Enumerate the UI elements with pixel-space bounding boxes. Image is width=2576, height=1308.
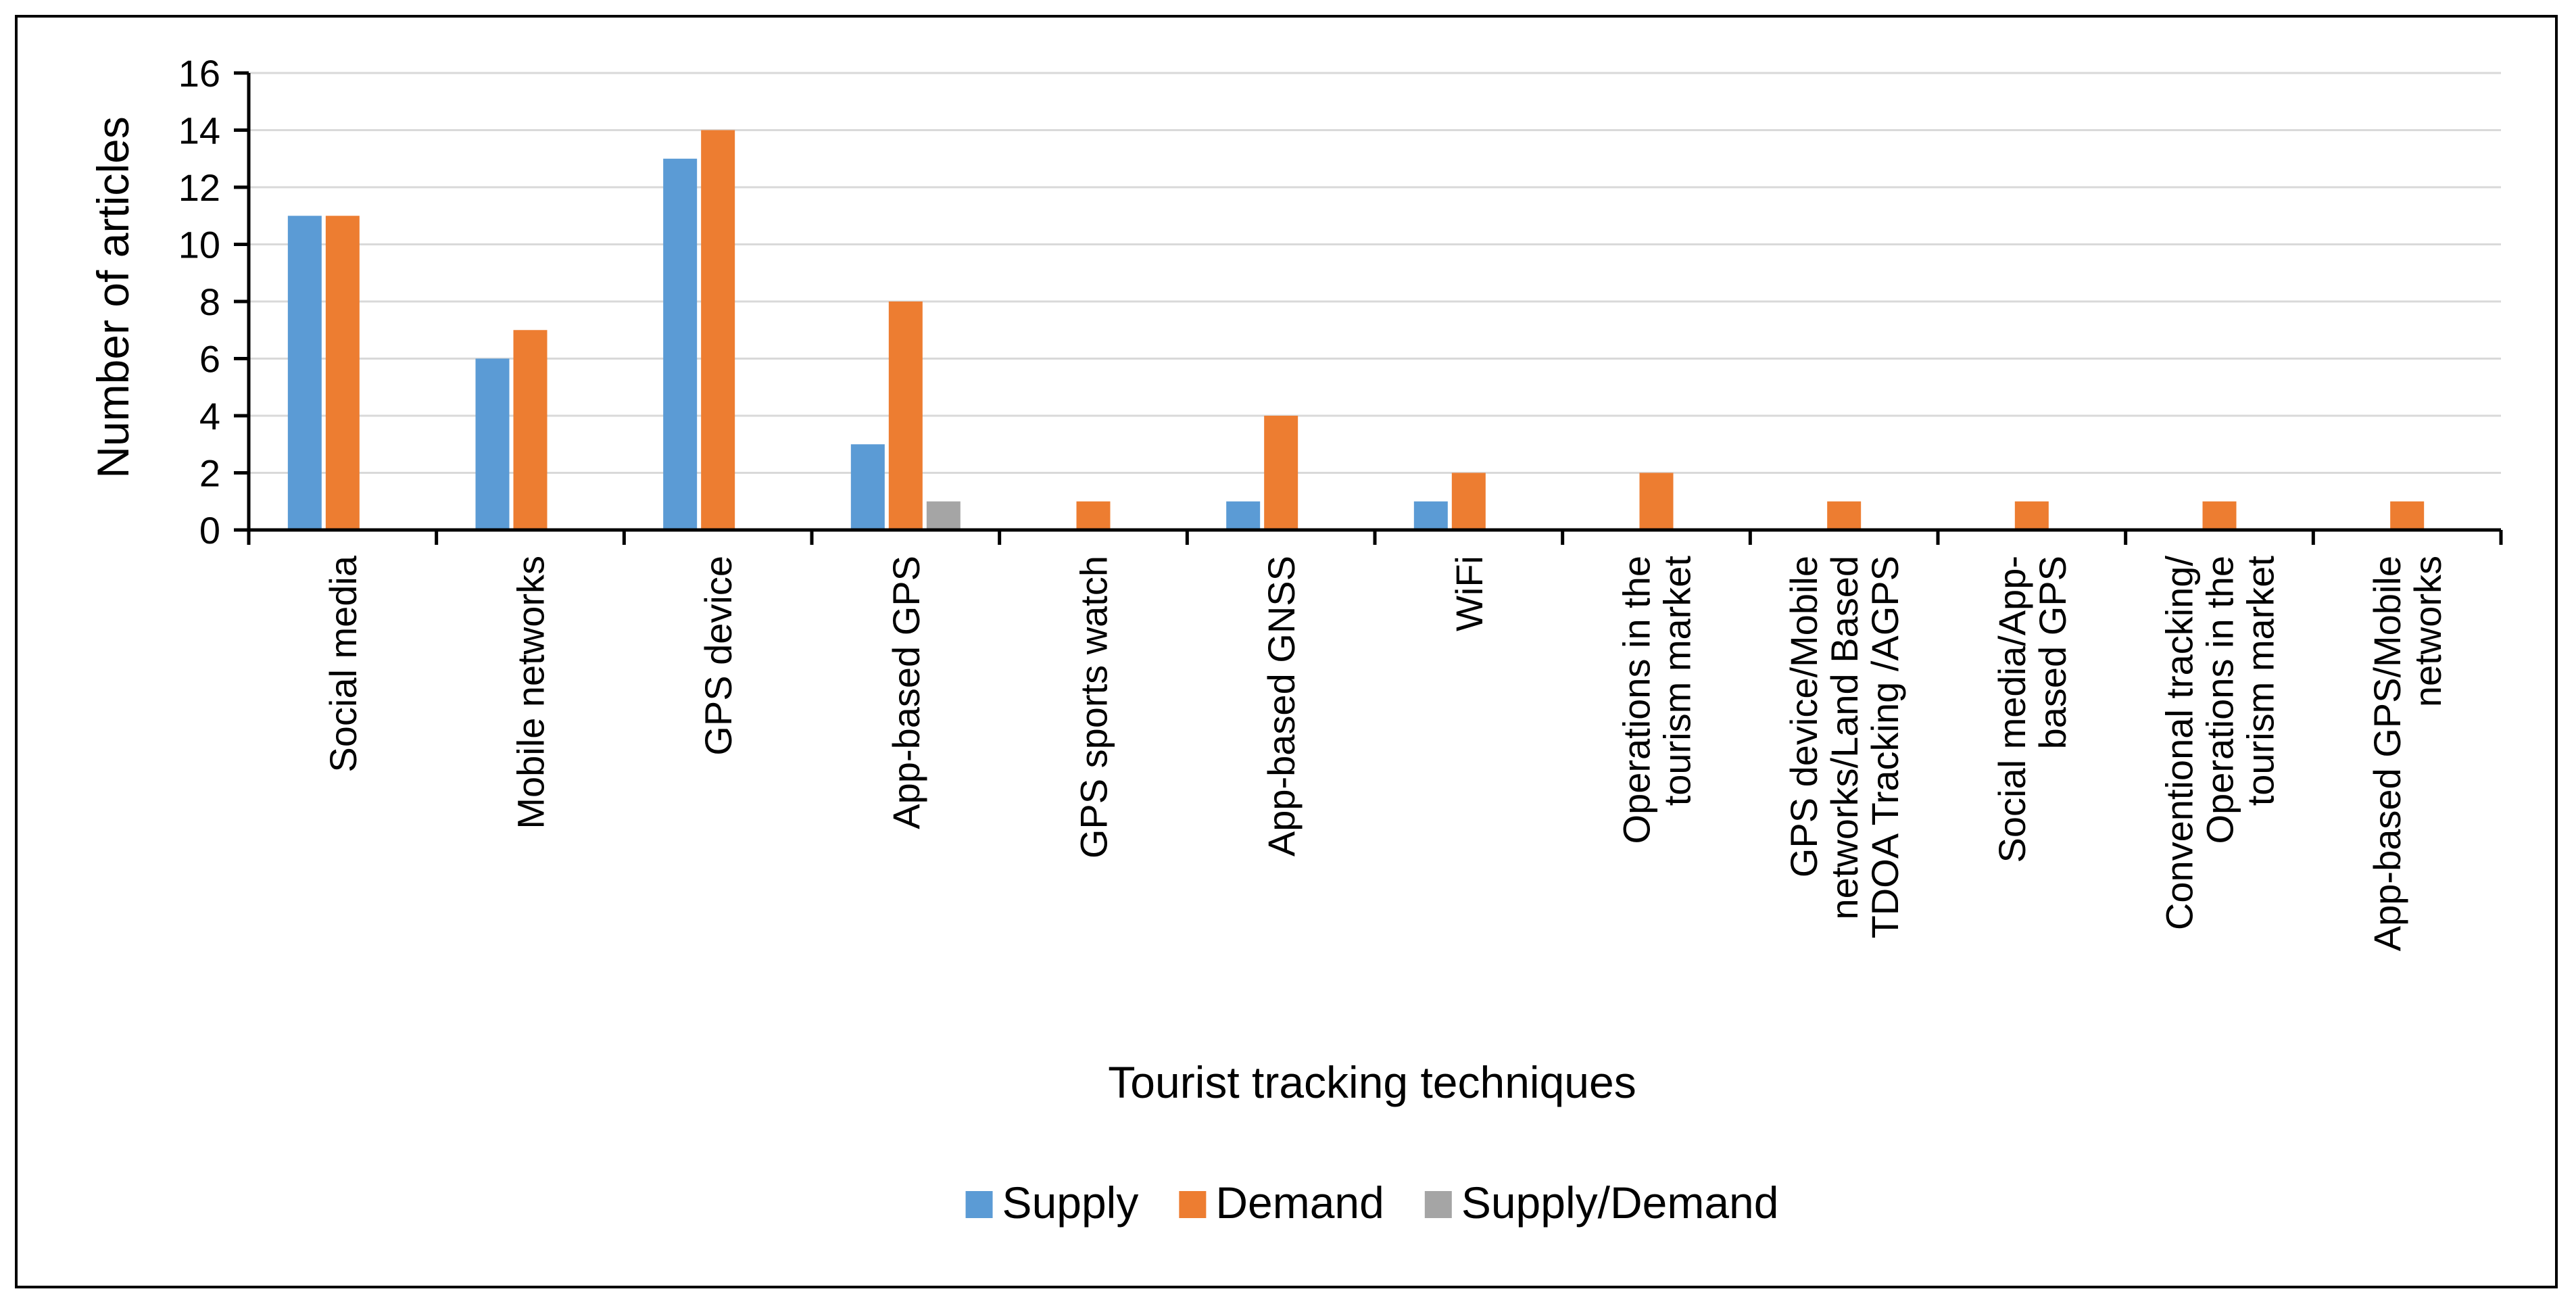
x-axis-title: Tourist tracking techniques — [1108, 1057, 1636, 1107]
x-category-label-line: GPS sports watch — [1073, 556, 1115, 858]
x-category-label-line: networks/Land Based — [1823, 556, 1866, 920]
x-category-label: App-based GPS — [885, 556, 927, 829]
y-tick-label: 8 — [199, 281, 220, 323]
y-tick-label: 16 — [178, 52, 220, 95]
bar-demand — [1264, 416, 1298, 530]
x-category-label-line: Operations in the — [1615, 556, 1658, 844]
x-category-label: GPS device — [697, 556, 739, 756]
legend-label: Demand — [1215, 1178, 1384, 1228]
bar-supply — [1226, 501, 1261, 530]
bar-supply-demand — [926, 501, 961, 530]
x-category-label: WiFi — [1448, 556, 1490, 631]
y-tick-label: 10 — [178, 224, 220, 266]
y-tick-label: 2 — [199, 452, 220, 495]
x-category-label: Operations in thetourism market — [1615, 556, 1699, 844]
bar-demand — [1827, 501, 1862, 530]
bar-demand — [2202, 501, 2237, 530]
bar-supply — [287, 216, 322, 530]
x-category-label-line: GPS device — [697, 556, 739, 756]
gridlines — [249, 72, 2501, 474]
legend: Supply Demand Supply/Demand — [965, 1178, 1779, 1228]
bar-supply — [475, 358, 510, 530]
legend-label: Supply/Demand — [1461, 1178, 1779, 1228]
x-category-label-line: App-based GPS — [885, 556, 927, 829]
x-category-label: GPS device/Mobilenetworks/Land BasedTDOA… — [1782, 556, 1906, 938]
x-category-label: App-based GNSS — [1260, 556, 1303, 856]
y-tick-labels: 0 2 4 6 8 10 12 14 16 — [178, 52, 220, 552]
x-category-label-line: App-based GNSS — [1260, 556, 1303, 856]
x-category-label: App-based GPS/Mobilenetworks — [2366, 556, 2449, 951]
y-tick-label: 6 — [199, 338, 220, 381]
bar-demand — [1639, 473, 1674, 530]
y-tick-label: 0 — [199, 509, 220, 552]
bar-supply — [850, 444, 885, 530]
bar-demand — [701, 130, 735, 530]
bar-supply — [1413, 501, 1448, 530]
x-category-label-line: GPS device/Mobile — [1782, 556, 1825, 877]
x-category-label-line: WiFi — [1448, 556, 1490, 631]
x-category-label-line: tourism market — [2239, 556, 2282, 806]
x-category-label-line: Mobile networks — [510, 556, 552, 829]
x-category-label-line: based GPS — [2031, 556, 2074, 749]
bar-demand — [513, 330, 548, 530]
bar-demand — [888, 301, 923, 530]
x-category-label: Mobile networks — [510, 556, 552, 829]
y-axis-title: Number of articles — [88, 116, 138, 479]
chart-frame — [15, 15, 2558, 1288]
bar-demand — [2390, 501, 2425, 530]
legend-swatch — [1424, 1191, 1452, 1218]
legend-label: Supply — [1002, 1178, 1139, 1228]
bar-demand — [325, 216, 360, 530]
bar-demand — [1076, 501, 1111, 530]
x-category-label-line: App-based GPS/Mobile — [2366, 556, 2408, 951]
x-category-label: GPS sports watch — [1073, 556, 1115, 858]
x-category-labels: Social media Mobile networks GPS device App… — [322, 555, 2449, 951]
x-category-label-line: networks — [2406, 556, 2449, 707]
x-category-label: Social media — [322, 555, 364, 772]
x-category-label-line: tourism market — [1656, 556, 1699, 806]
bar-demand — [1451, 473, 1486, 530]
y-tick-label: 14 — [178, 110, 220, 152]
x-category-label-line: Social media — [322, 555, 364, 772]
x-category-label: Conventional tracking/Operations in thet… — [2158, 556, 2282, 931]
bar-demand — [2014, 501, 2049, 530]
bars — [287, 130, 2425, 530]
axes — [234, 71, 2503, 545]
y-tick-label: 4 — [199, 395, 220, 437]
x-category-label-line: Conventional tracking/ — [2158, 556, 2201, 931]
x-category-label-line: Social media/App- — [1991, 556, 2033, 863]
legend-swatch — [965, 1191, 993, 1218]
x-category-label: Social media/App-based GPS — [1991, 556, 2074, 863]
legend-swatch — [1179, 1191, 1207, 1218]
y-tick-label: 12 — [178, 166, 220, 209]
x-category-label-line: TDOA Tracking /AGPS — [1864, 556, 1906, 938]
bar-supply — [663, 158, 698, 530]
x-category-label-line: Operations in the — [2199, 556, 2241, 844]
